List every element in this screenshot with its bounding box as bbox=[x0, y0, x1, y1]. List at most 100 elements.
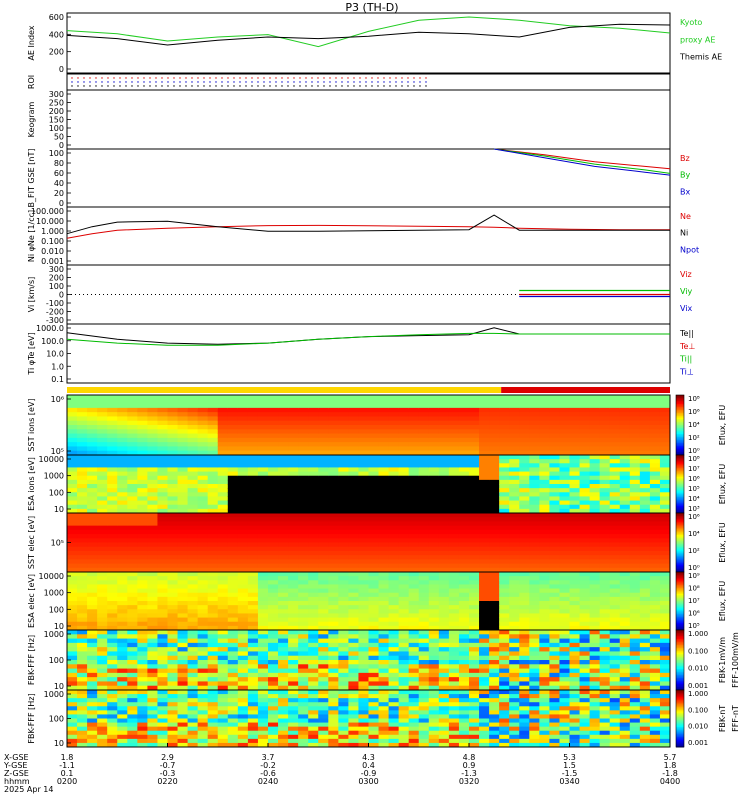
colorbar-tick: 0.010 bbox=[688, 665, 708, 673]
panel-frame bbox=[67, 207, 670, 265]
panel-frame bbox=[67, 90, 670, 149]
panel-sst_i: SST ions [eV]10⁶10⁵10⁸10⁶10⁴10²10⁰Eflux,… bbox=[27, 395, 727, 456]
colorbar-tick: 10⁶ bbox=[688, 513, 700, 521]
colorbar-tick: 10⁴ bbox=[688, 530, 700, 538]
panel-esa_i: ESA ions [eV]1000010001001010⁸10⁷10⁶10⁵1… bbox=[27, 455, 727, 514]
panel-ylabel: Vi [km/s] bbox=[27, 277, 36, 313]
xtick-label: 0200 bbox=[57, 777, 77, 786]
series-line bbox=[494, 149, 670, 173]
ytick-label: 100 bbox=[49, 605, 64, 614]
ytick-label: 1.0 bbox=[51, 362, 64, 371]
legend-label: Viy bbox=[680, 287, 693, 296]
legend-label: Viz bbox=[680, 270, 692, 279]
ytick-label: 0 bbox=[59, 65, 64, 74]
colorbar-tick: 10⁰ bbox=[688, 447, 700, 455]
colorbar-tick: 0.100 bbox=[688, 647, 708, 655]
colorbar-label: Eflux, EFU bbox=[718, 405, 727, 446]
panel-ylabel: SST ions [eV] bbox=[27, 398, 36, 451]
colorbar-tick: 10⁸ bbox=[688, 585, 700, 593]
legend-label: Te|| bbox=[679, 329, 694, 338]
legend-label: Ti|| bbox=[679, 355, 692, 364]
xtick-label: 0300 bbox=[358, 777, 378, 786]
legend-label: Kyoto bbox=[680, 18, 702, 27]
panel-ylabel: Keogram bbox=[27, 101, 36, 137]
colorbar-tick: 10⁸ bbox=[688, 455, 700, 463]
ytick-label: 10000 bbox=[39, 572, 64, 581]
colorbar-label: Eflux, EFU bbox=[718, 581, 727, 622]
ytick-label: 80 bbox=[54, 159, 64, 168]
ytick-label: 1000 bbox=[44, 472, 64, 481]
panel-ylabel: FBK-FFF [Hz] bbox=[27, 635, 36, 685]
panel-esa_e: ESA elec [eV]1000010001001010⁹10⁸10⁷10⁶1… bbox=[27, 572, 727, 631]
legend-label: Npot bbox=[680, 245, 699, 254]
ytick-label: 600 bbox=[49, 13, 64, 22]
panel-frame bbox=[67, 74, 670, 90]
legend-label: Te⊥ bbox=[679, 342, 695, 351]
series-line bbox=[67, 225, 670, 238]
ytick-label: 100 bbox=[49, 715, 64, 724]
series-line bbox=[67, 17, 670, 47]
panel-ti: Ti φTe [eV]1000.0100.010.01.00.1Te||Te⊥T… bbox=[27, 324, 695, 384]
ytick-label: 1000 bbox=[44, 589, 64, 598]
colorbar-tick: 10⁸ bbox=[688, 395, 700, 403]
colorbar-label-2: FFF-nT bbox=[731, 705, 740, 732]
legend-label: Ne bbox=[680, 212, 691, 221]
colorbar-tick: 0.100 bbox=[688, 706, 708, 714]
xtick-label: 0240 bbox=[258, 777, 278, 786]
panel-ylabel: B_FIT GSE [nT] bbox=[27, 149, 36, 208]
xtick-label: 0400 bbox=[660, 777, 680, 786]
ytick-label: 10⁵ bbox=[51, 539, 64, 548]
panel-ylabel: ESA elec [eV] bbox=[27, 574, 36, 628]
colorbar-tick: 10⁷ bbox=[688, 597, 700, 605]
panel-ni: Ni φNe [1/cc]100.00010.0001.0000.1000.01… bbox=[27, 207, 699, 266]
series-line bbox=[494, 149, 670, 169]
series-line bbox=[67, 24, 670, 45]
ytick-label: 10.000 bbox=[36, 217, 64, 226]
colorbar-tick: 10⁰ bbox=[688, 564, 700, 572]
ytick-label: 100 bbox=[49, 656, 64, 665]
colorbar-label: FBK-1mV/m bbox=[718, 637, 727, 683]
ytick-label: 1000 bbox=[44, 690, 64, 699]
panel-ylabel: AE Index bbox=[27, 25, 36, 60]
ytick-label: 0.100 bbox=[41, 237, 64, 246]
xtick-label: 0340 bbox=[559, 777, 579, 786]
ytick-label: 10.0 bbox=[46, 350, 64, 359]
ytick-label: 0.1 bbox=[51, 375, 64, 384]
ytick-label: 40 bbox=[54, 179, 64, 188]
ytick-label: 20 bbox=[54, 189, 64, 198]
colorbar-label: FBK-nT bbox=[718, 705, 727, 732]
legend-label: Bx bbox=[680, 187, 690, 196]
legend-label: proxy AE bbox=[680, 35, 715, 44]
colorbar-tick: 1.000 bbox=[688, 690, 708, 698]
colorbar-tick: 0.001 bbox=[688, 739, 708, 747]
ytick-label: 100 bbox=[49, 488, 64, 497]
ytick-label: 10 bbox=[54, 739, 64, 748]
mode-bar-fast bbox=[501, 387, 670, 393]
panel-ylabel: Ti φTe [eV] bbox=[27, 332, 36, 375]
ytick-label: 100.000 bbox=[31, 207, 64, 216]
colorbar-tick: 10⁶ bbox=[688, 475, 700, 483]
ytick-label: 10 bbox=[54, 505, 64, 514]
ytick-label: 1000.0 bbox=[36, 324, 64, 333]
colorbar-tick: 10⁶ bbox=[688, 408, 700, 416]
panel-fbk_b: FBK-FFF [Hz]1000100101.0000.1000.0100.00… bbox=[27, 690, 740, 748]
legend-label: Themis AE bbox=[679, 53, 722, 62]
colorbar-label: Eflux, EFU bbox=[718, 522, 727, 563]
legend-label: Vix bbox=[680, 304, 693, 313]
colorbar-tick: 0.010 bbox=[688, 723, 708, 731]
colorbar-tick: 10⁵ bbox=[688, 485, 700, 493]
colorbar-tick: 10² bbox=[688, 434, 700, 442]
ytick-label: 0.010 bbox=[41, 247, 64, 256]
xtick-label: 0220 bbox=[157, 777, 177, 786]
colorbar-tick: 0.001 bbox=[688, 682, 708, 690]
series-line bbox=[67, 328, 670, 345]
colorbar-tick: 10⁶ bbox=[688, 610, 700, 618]
panel-fbk_e: FBK-FFF [Hz]1000100101.0000.1000.0100.00… bbox=[27, 630, 740, 691]
ytick-label: 1000 bbox=[44, 630, 64, 639]
panel-ylabel: ESA ions [eV] bbox=[27, 457, 36, 511]
colorbar-tick: 10⁴ bbox=[688, 421, 700, 429]
series-line bbox=[67, 215, 670, 234]
